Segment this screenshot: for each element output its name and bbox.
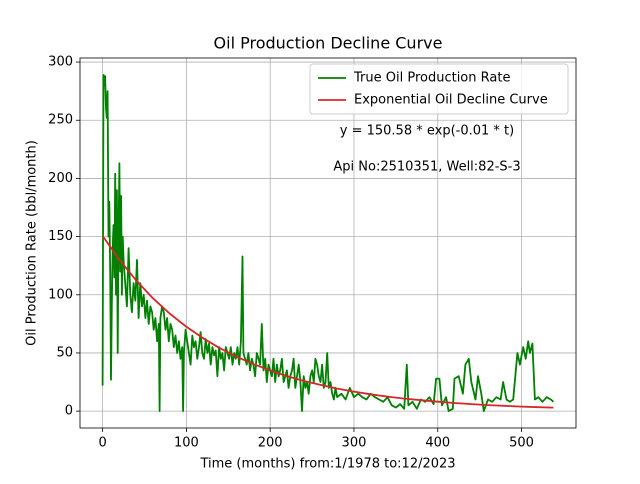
legend-label: True Oil Production Rate bbox=[353, 71, 510, 86]
y-tick-label: 200 bbox=[48, 171, 73, 186]
x-axis-label: Time (months) from:1/1978 to:12/2023 bbox=[199, 457, 455, 472]
x-tick-label: 500 bbox=[509, 436, 534, 451]
x-tick-label: 400 bbox=[425, 436, 450, 451]
x-tick-label: 300 bbox=[342, 436, 367, 451]
series-line bbox=[101, 74, 555, 412]
x-tick-label: 200 bbox=[258, 436, 283, 451]
y-tick-label: 150 bbox=[48, 229, 73, 244]
annotation: y = 150.58 * exp(-0.01 * t) bbox=[340, 124, 514, 139]
plot-frame bbox=[79, 57, 577, 429]
y-axis-label: Oil Production Rate (bbl/month) bbox=[25, 140, 40, 346]
y-tick-label: 250 bbox=[48, 113, 73, 128]
chart-title: Oil Production Decline Curve bbox=[214, 34, 443, 53]
x-tick-label: 0 bbox=[98, 436, 106, 451]
legend-label: Exponential Oil Decline Curve bbox=[354, 93, 548, 108]
y-tick-label: 300 bbox=[48, 55, 73, 70]
annotation: Api No:2510351, Well:82-S-3 bbox=[333, 160, 520, 175]
legend-box bbox=[309, 63, 569, 115]
x-tick-label: 100 bbox=[174, 436, 199, 451]
y-tick-label: 100 bbox=[48, 287, 73, 302]
series-line bbox=[101, 235, 554, 409]
y-tick-label: 50 bbox=[56, 345, 73, 360]
y-tick-label: 0 bbox=[65, 404, 73, 419]
